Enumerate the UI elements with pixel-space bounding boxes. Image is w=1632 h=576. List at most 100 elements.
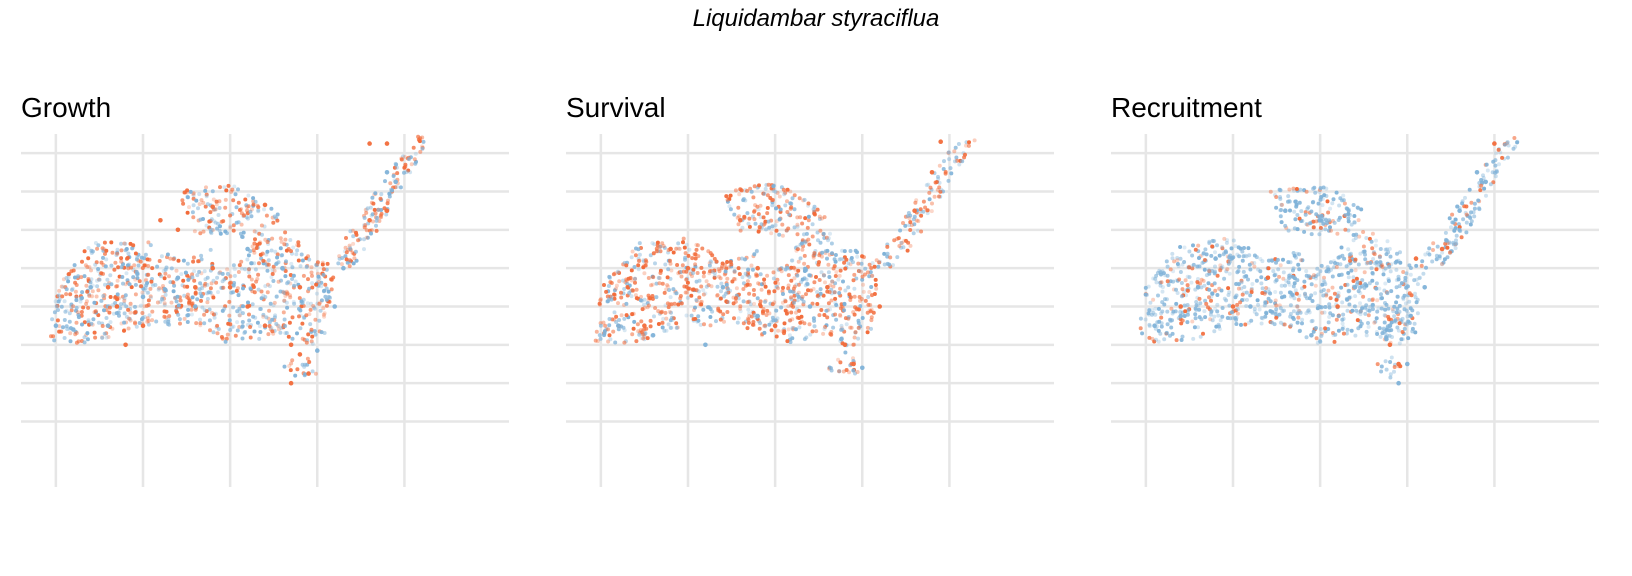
data-point <box>736 256 741 261</box>
data-point <box>291 299 296 304</box>
data-point <box>420 146 425 151</box>
data-point <box>1361 244 1366 249</box>
data-point <box>769 328 774 333</box>
data-point <box>1318 269 1323 274</box>
data-point <box>648 296 653 301</box>
data-point <box>787 333 792 338</box>
data-point <box>74 305 79 310</box>
data-point <box>272 214 277 219</box>
data-point <box>1320 196 1325 201</box>
data-point <box>819 270 824 275</box>
data-point <box>1300 219 1305 223</box>
data-point <box>1364 284 1369 289</box>
data-point <box>158 218 163 223</box>
data-point <box>1309 293 1314 298</box>
data-point <box>208 227 213 232</box>
data-point <box>916 219 921 224</box>
data-point <box>719 281 724 286</box>
data-point <box>1377 326 1382 331</box>
data-point <box>1164 331 1169 336</box>
data-point <box>181 258 186 263</box>
data-point <box>1279 283 1284 288</box>
data-point <box>169 266 174 271</box>
data-point <box>197 202 202 207</box>
data-point <box>259 223 264 228</box>
data-point <box>222 185 227 190</box>
data-point <box>167 322 172 327</box>
data-point <box>631 326 636 331</box>
data-point <box>622 316 627 321</box>
data-point <box>908 228 913 232</box>
data-point <box>297 285 303 290</box>
data-point <box>145 272 150 277</box>
data-point <box>685 295 690 300</box>
data-point <box>1443 241 1448 246</box>
data-point <box>1401 270 1406 274</box>
data-point <box>89 277 94 282</box>
data-point <box>689 293 694 298</box>
data-point <box>860 365 865 371</box>
data-point <box>401 154 405 159</box>
data-point <box>231 223 236 228</box>
data-point <box>792 284 797 289</box>
data-point <box>1356 289 1361 294</box>
data-point <box>808 288 813 293</box>
data-point <box>1254 312 1259 317</box>
data-point <box>1303 212 1308 217</box>
data-point <box>738 309 743 314</box>
data-point <box>757 326 762 331</box>
data-point <box>167 314 172 319</box>
data-point <box>634 287 639 292</box>
data-point <box>1362 249 1367 254</box>
data-point <box>309 301 313 306</box>
data-point <box>1407 263 1412 268</box>
data-point <box>1293 288 1298 293</box>
data-point <box>1287 187 1292 192</box>
data-point <box>1278 290 1283 295</box>
data-point <box>1179 294 1184 299</box>
data-point <box>1202 258 1207 262</box>
data-point <box>237 306 242 311</box>
data-point <box>1183 309 1188 314</box>
data-point <box>416 134 421 139</box>
data-point <box>1196 277 1200 281</box>
data-point <box>1383 307 1388 312</box>
data-point <box>102 247 107 252</box>
data-point <box>1341 312 1346 317</box>
data-point <box>1343 227 1348 232</box>
data-point <box>1246 277 1250 282</box>
data-point <box>1165 264 1170 269</box>
data-point <box>1175 256 1180 260</box>
data-point <box>625 285 630 289</box>
data-point <box>868 303 873 307</box>
data-point <box>807 273 812 278</box>
data-point <box>629 255 634 260</box>
data-point <box>681 236 686 241</box>
data-point <box>127 282 132 287</box>
data-point <box>1382 288 1387 293</box>
data-point <box>765 206 770 210</box>
data-point <box>215 323 220 328</box>
data-point <box>266 258 271 263</box>
data-point <box>1193 306 1198 311</box>
data-point <box>228 328 233 332</box>
data-point <box>1147 324 1152 329</box>
data-point <box>1376 306 1381 311</box>
data-point <box>778 207 783 212</box>
data-point <box>856 261 861 266</box>
data-point <box>1218 263 1223 268</box>
data-point <box>848 295 853 300</box>
data-point <box>919 213 924 218</box>
data-point <box>63 309 68 314</box>
data-point <box>414 159 418 164</box>
data-point <box>217 228 222 233</box>
data-point <box>1447 241 1452 246</box>
data-point <box>786 273 791 278</box>
data-point <box>1449 225 1453 230</box>
data-point <box>1212 281 1217 286</box>
data-point <box>759 287 764 292</box>
data-point <box>662 245 667 250</box>
data-point <box>351 241 356 246</box>
data-point <box>146 298 151 303</box>
data-point <box>336 261 341 266</box>
